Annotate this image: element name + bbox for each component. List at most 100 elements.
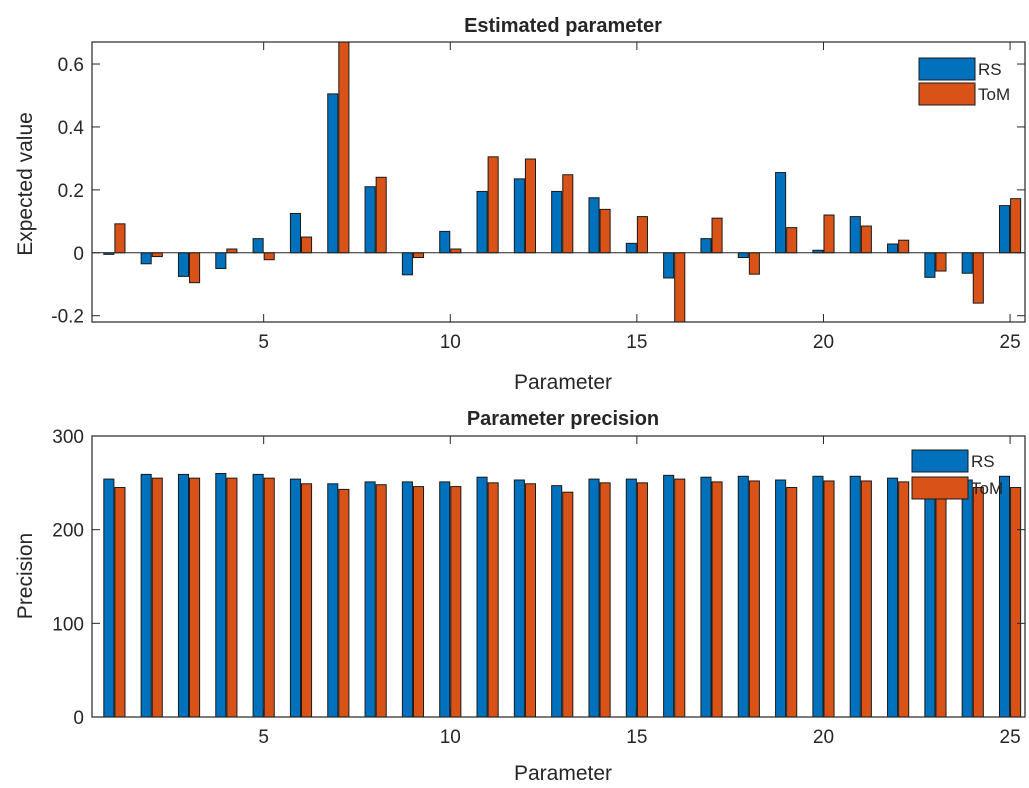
chart-title: Parameter precision — [467, 408, 659, 430]
bar-rs-11 — [476, 190, 488, 254]
bar-rs-15 — [625, 242, 637, 254]
bar-rs-24 — [961, 479, 973, 717]
axes-box — [91, 41, 1026, 323]
bar-tom-8 — [375, 484, 387, 717]
bar-tom-8 — [375, 176, 387, 254]
x-tick-label: 25 — [1000, 727, 1021, 748]
bar-tom-5 — [263, 252, 275, 261]
bar-tom-17 — [711, 481, 723, 717]
bar-tom-14 — [599, 482, 611, 717]
bar-rs-11 — [476, 476, 488, 717]
x-tick-label: 10 — [440, 727, 461, 748]
bar-tom-22 — [898, 239, 910, 254]
bar-rs-21 — [849, 216, 861, 254]
bar-rs-12 — [513, 178, 525, 254]
bar-tom-20 — [823, 214, 835, 254]
bar-tom-23 — [935, 252, 947, 272]
x-tick-label: 10 — [440, 332, 461, 353]
x-tick-label: 25 — [1000, 332, 1021, 353]
legend-swatch-tom — [918, 82, 976, 106]
y-tick-label: 200 — [52, 521, 84, 542]
bar-tom-19 — [786, 487, 798, 717]
bar-tom-9 — [412, 486, 425, 717]
x-tick-label: 15 — [626, 727, 647, 748]
legend-swatch-tom — [911, 476, 969, 500]
bar-tom-2 — [151, 477, 163, 717]
axes-group — [91, 435, 1026, 718]
y-tick-label: 0.6 — [58, 55, 84, 76]
y-tick-label: 100 — [52, 614, 84, 635]
bar-rs-19 — [775, 479, 787, 717]
bar-tom-23 — [935, 487, 947, 717]
bars-group — [103, 42, 1022, 322]
ticks-group: 5 10 15 20 25 0 100 200 300 — [52, 427, 1025, 748]
bar-tom-19 — [786, 227, 798, 254]
bar-rs-22 — [887, 477, 899, 717]
axes-group — [91, 41, 1026, 323]
bar-tom-5 — [263, 477, 275, 717]
bar-rs-3 — [177, 252, 190, 277]
bar-tom-4 — [226, 248, 238, 254]
bar-rs-23 — [924, 482, 936, 717]
legend-label-tom: ToM — [978, 85, 1010, 104]
bar-rs-16 — [663, 252, 675, 279]
legend-label-rs: RS — [971, 452, 995, 471]
bar-tom-15 — [636, 482, 648, 717]
bar-tom-1 — [114, 487, 126, 717]
y-tick-label: 0 — [73, 244, 84, 265]
bar-rs-5 — [252, 473, 264, 717]
bar-rs-16 — [663, 474, 675, 717]
x-tick-label: 20 — [813, 727, 834, 748]
bar-tom-18 — [748, 252, 760, 275]
parameter-precision-chart: Parameter precision 5 10 15 20 250100200300 … — [14, 408, 1026, 785]
bar-tom-12 — [524, 158, 536, 254]
legend-label-tom: ToM — [971, 479, 1003, 498]
x-tick-label: 15 — [626, 332, 647, 353]
bar-tom-24 — [972, 252, 984, 304]
bar-rs-18 — [737, 475, 749, 717]
bar-rs-23 — [924, 252, 936, 278]
bar-rs-19 — [775, 172, 787, 254]
legend: RS ToM — [918, 57, 1010, 106]
bar-tom-15 — [636, 216, 648, 254]
x-tick-label: 5 — [258, 727, 269, 748]
y-tick-label: 0.2 — [58, 181, 84, 202]
bar-tom-11 — [487, 156, 499, 254]
legend-label-rs: RS — [978, 60, 1002, 79]
bar-tom-17 — [711, 217, 723, 254]
bar-rs-14 — [588, 478, 600, 717]
bar-rs-15 — [625, 478, 637, 717]
bar-tom-10 — [450, 248, 462, 254]
bar-tom-6 — [301, 483, 313, 717]
bar-rs-8 — [364, 481, 376, 717]
bar-tom-22 — [898, 481, 910, 717]
bar-rs-14 — [588, 197, 600, 254]
bar-tom-13 — [562, 491, 574, 717]
bar-rs-17 — [700, 238, 712, 254]
bar-tom-16 — [674, 252, 686, 322]
x-tick-label: 20 — [813, 332, 834, 353]
bar-tom-25 — [1010, 487, 1022, 717]
chart-title: Estimated parameter — [464, 15, 662, 37]
bar-tom-3 — [189, 252, 201, 284]
bar-rs-6 — [289, 478, 301, 717]
axes-box — [91, 435, 1026, 718]
y-tick-label: 300 — [52, 427, 84, 448]
bar-tom-12 — [524, 483, 536, 717]
bar-rs-4 — [215, 252, 227, 270]
bar-rs-2 — [140, 473, 152, 717]
bar-tom-7 — [338, 488, 350, 717]
bar-rs-25 — [998, 475, 1011, 717]
legend: RS ToM — [911, 449, 1003, 500]
bar-rs-25 — [998, 205, 1011, 254]
x-axis-label: Parameter — [514, 371, 612, 394]
bar-rs-21 — [849, 475, 861, 717]
legend-swatch-rs — [918, 57, 976, 81]
bar-tom-3 — [189, 477, 201, 717]
bar-rs-22 — [887, 243, 899, 254]
bar-tom-1 — [114, 223, 126, 254]
bar-tom-10 — [450, 486, 462, 717]
bar-rs-18 — [737, 252, 749, 259]
y-axis-label: Precision — [14, 533, 37, 619]
